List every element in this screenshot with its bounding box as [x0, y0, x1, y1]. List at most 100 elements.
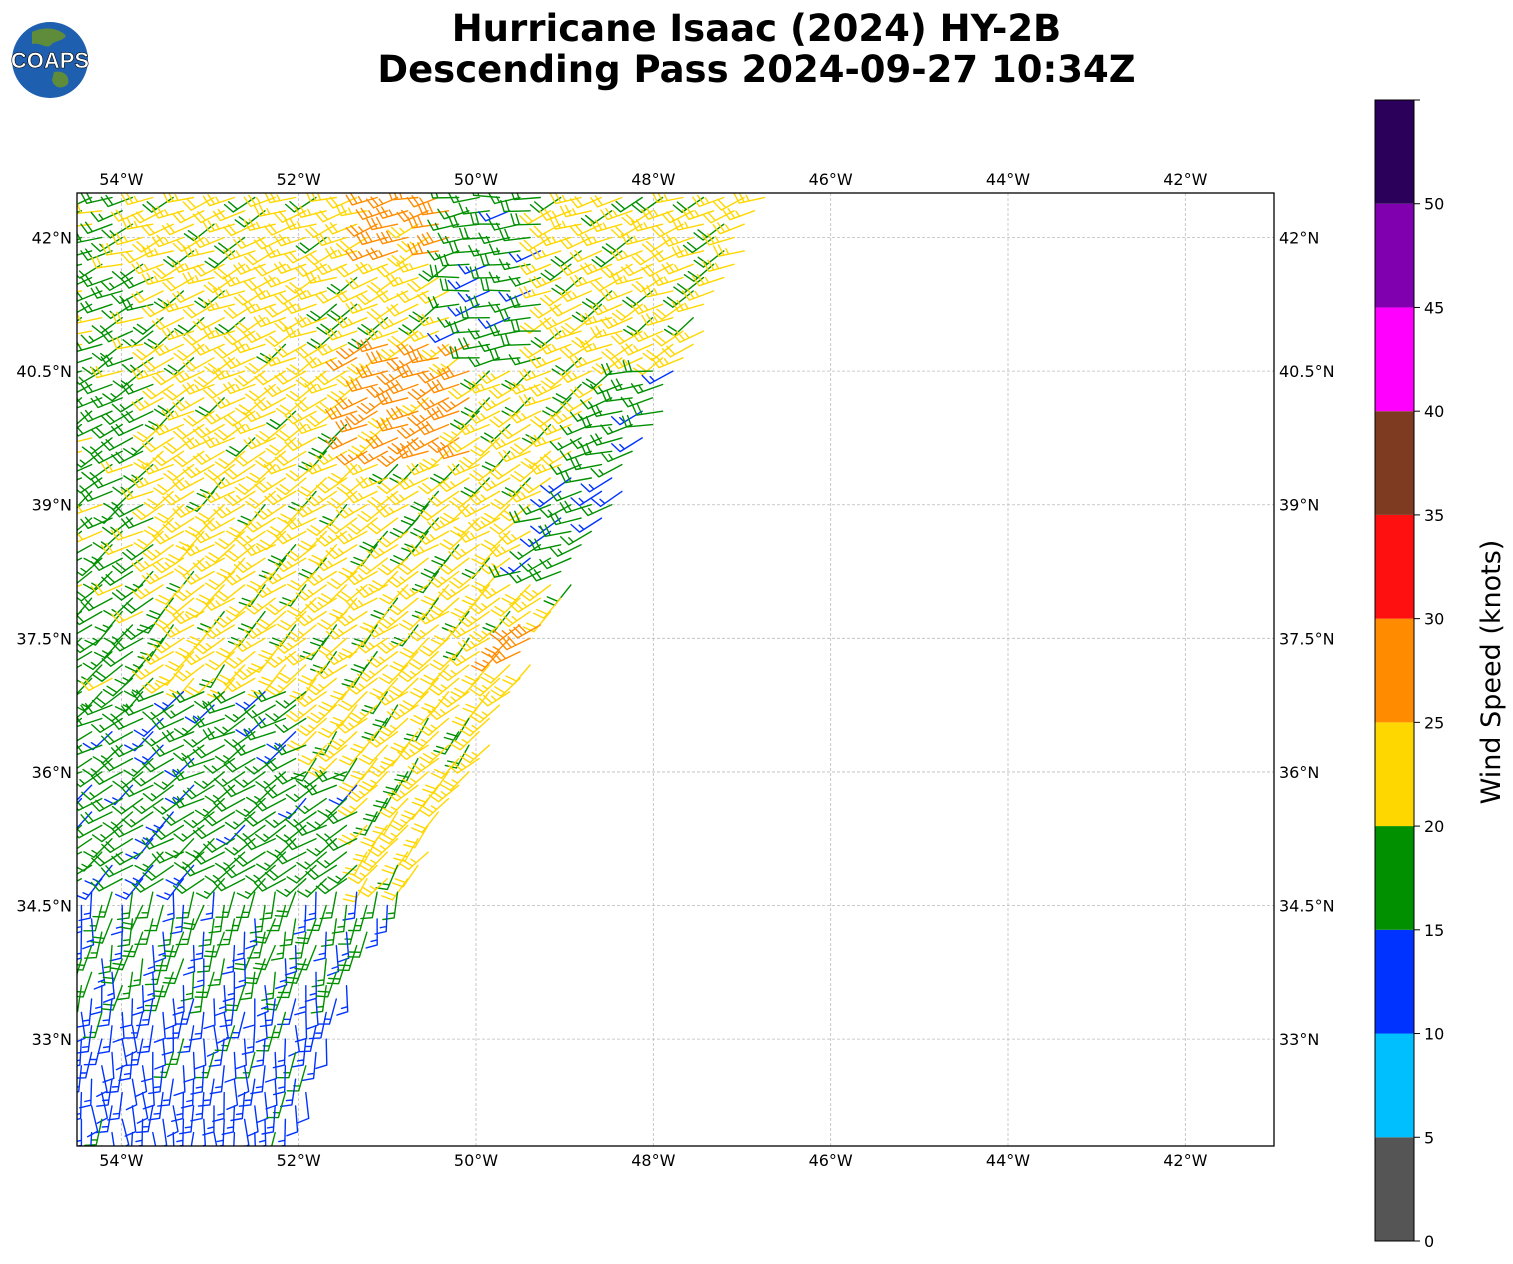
wind-barb	[101, 437, 134, 451]
wind-barb	[199, 664, 225, 688]
wind-barb	[600, 423, 633, 435]
wind-barb	[359, 530, 388, 552]
wind-barb	[294, 205, 327, 218]
wind-barb	[355, 364, 388, 379]
wind-barb	[539, 423, 572, 436]
wind-barb	[135, 891, 154, 919]
wind-barb	[406, 437, 439, 451]
wind-barb	[233, 421, 266, 435]
wind-barb	[165, 838, 195, 859]
wind-barb	[430, 193, 460, 199]
wind-barb	[112, 771, 144, 789]
wind-barb	[298, 664, 327, 686]
wind-barb	[148, 1065, 164, 1095]
wind-barb	[182, 570, 215, 585]
wind-barb	[530, 410, 562, 428]
wind-barb	[326, 517, 358, 535]
wind-barb	[661, 343, 694, 358]
wind-barb	[661, 262, 694, 275]
wind-barb	[539, 317, 572, 330]
wind-barb	[315, 450, 348, 465]
colorbar-tick-label: 10	[1424, 1025, 1444, 1044]
wind-barb	[376, 230, 409, 245]
wind-barb	[151, 744, 185, 757]
wind-barb	[427, 406, 460, 421]
wind-barb	[90, 878, 123, 892]
wind-barb	[188, 985, 205, 1014]
wind-barb	[77, 824, 103, 839]
wind-barb	[253, 287, 287, 300]
wind-barb	[90, 797, 123, 812]
wind-barb	[274, 771, 307, 785]
wind-barb	[173, 824, 205, 842]
wind-barb	[77, 624, 93, 635]
wind-barb	[110, 528, 144, 541]
wind-barb	[243, 301, 276, 314]
wind-barb	[297, 530, 327, 551]
wind-barb	[489, 348, 521, 361]
wind-barb	[131, 210, 164, 224]
wind-barb	[468, 295, 501, 309]
wind-barb	[152, 971, 174, 998]
wind-barb	[318, 717, 348, 739]
wind-barb	[152, 450, 185, 467]
wind-barb	[601, 236, 633, 255]
wind-barb	[478, 397, 511, 412]
wind-barb	[641, 370, 674, 385]
wind-barb	[315, 878, 348, 895]
wind-barb	[447, 624, 480, 639]
wind-barb	[157, 918, 174, 947]
wind-barb	[529, 303, 562, 319]
wind-barb	[376, 391, 409, 406]
wind-barb	[194, 504, 225, 524]
wind-barb	[183, 1051, 196, 1083]
wind-barb	[226, 517, 256, 538]
wind-barb	[338, 691, 368, 711]
wind-barb	[499, 228, 531, 242]
wind-barb	[244, 250, 276, 266]
wind-barb	[246, 784, 276, 805]
colorbar-label: Wind Speed (knots)	[1476, 540, 1507, 805]
wind-barb	[255, 1011, 268, 1043]
wind-barb	[214, 610, 246, 628]
wind-barb	[468, 597, 501, 615]
wind-barb	[315, 557, 348, 572]
wind-barb	[122, 544, 154, 561]
wind-barb	[245, 383, 276, 402]
wind-barb	[193, 370, 225, 388]
wind-barb	[347, 437, 378, 457]
wind-barb	[539, 208, 572, 221]
wind-barb	[410, 704, 439, 726]
wind-barb	[339, 744, 368, 766]
x-tick-label-top: 52°W	[277, 170, 321, 189]
wind-barb	[264, 303, 297, 318]
wind-barb	[345, 410, 378, 426]
wind-barb	[77, 1065, 83, 1093]
wind-barb	[80, 811, 113, 825]
wind-barb	[151, 317, 185, 331]
wind-barb	[100, 330, 134, 343]
wind-barb	[162, 811, 195, 826]
wind-barb	[398, 771, 429, 790]
wind-barb	[335, 504, 368, 519]
wind-barb	[611, 410, 643, 426]
wind-barb	[651, 250, 684, 263]
wind-barb	[264, 490, 297, 506]
wind-barb	[121, 784, 154, 798]
wind-barb	[77, 691, 83, 696]
x-tick-label-bottom: 54°W	[99, 1151, 143, 1170]
colorbar-bin	[1375, 722, 1414, 827]
y-tick-label-right: 37.5°N	[1279, 629, 1335, 648]
wind-barb	[263, 275, 297, 288]
wind-barb	[551, 276, 582, 296]
wind-barb	[77, 196, 93, 205]
wind-barb	[243, 437, 276, 450]
wind-barb	[131, 290, 164, 304]
wind-barb	[173, 584, 205, 602]
wind-barb	[539, 342, 572, 355]
wind-barb	[539, 233, 572, 247]
wind-barb	[91, 256, 123, 269]
wind-barb	[80, 597, 113, 612]
wind-barb	[241, 1025, 256, 1055]
wind-barb	[306, 704, 337, 724]
